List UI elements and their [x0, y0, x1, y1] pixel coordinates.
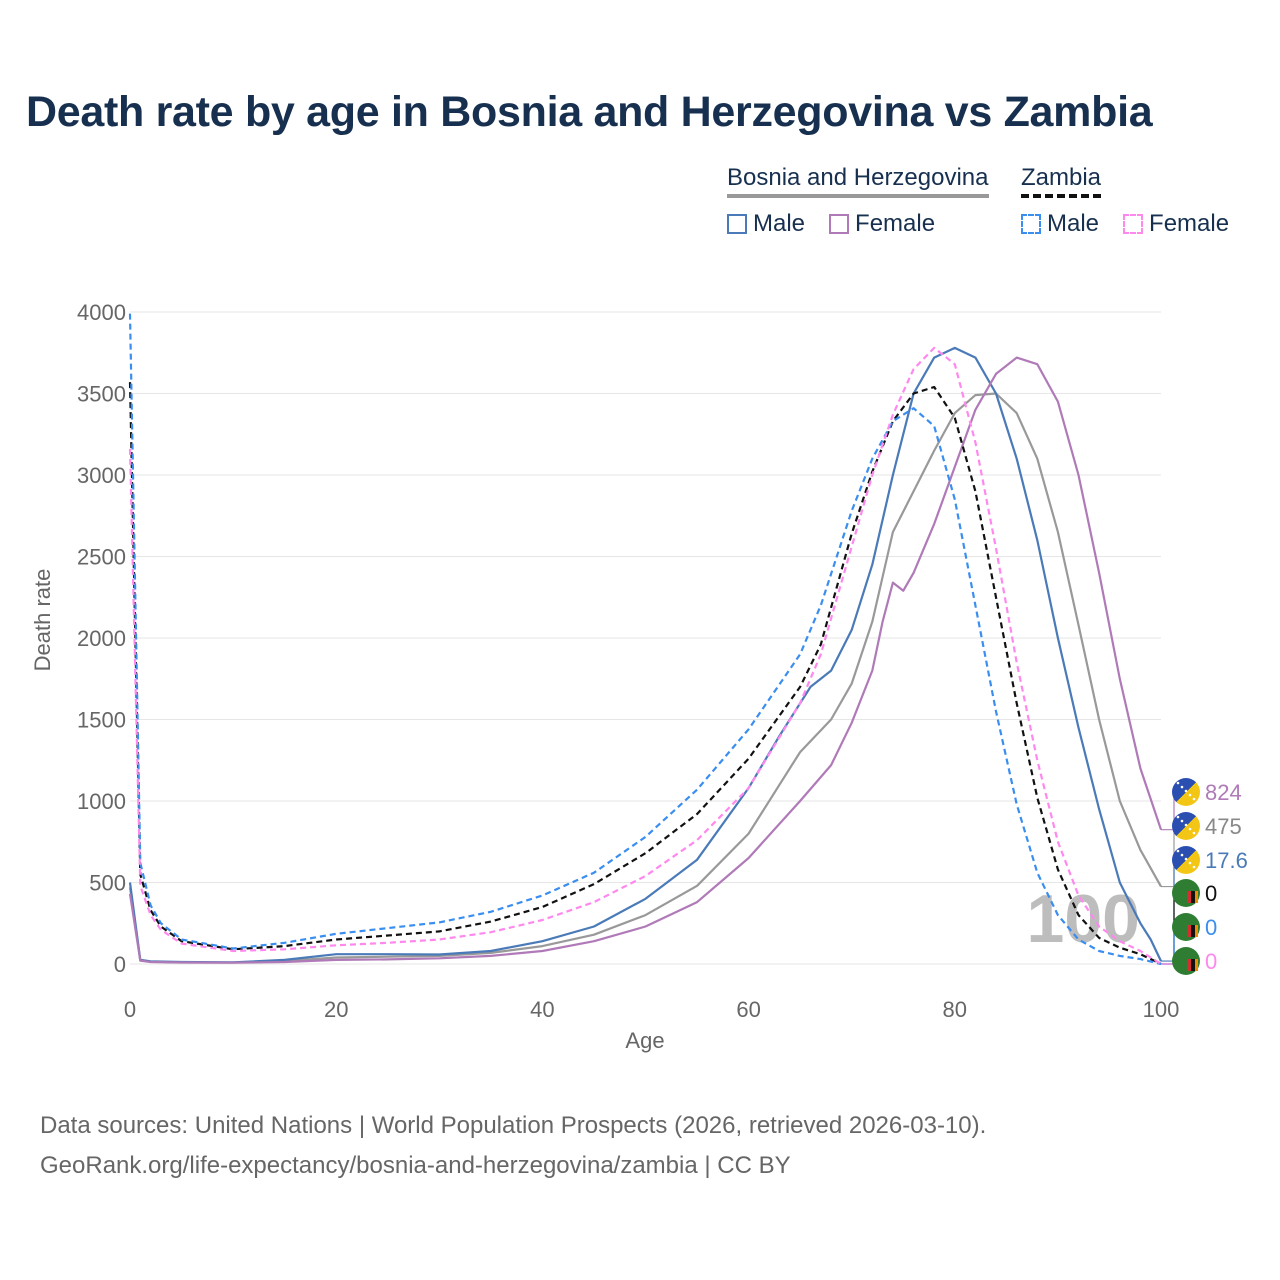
y-tick-label-500: 500	[89, 871, 126, 896]
flag-star-icon	[1176, 781, 1180, 785]
year-watermark: 100	[1027, 881, 1140, 957]
end-label-4: 0	[1205, 915, 1217, 940]
flag-stripe-icon	[1191, 959, 1195, 971]
end-connector-1	[1161, 860, 1175, 962]
series-line-4	[128, 313, 1162, 966]
axes: 0 500 1000 1500 2000 2500 3000 3500 4000 0 20 40 60 8…	[77, 300, 1179, 1022]
legend-item-zambia-male[interactable]: Male	[1021, 210, 1099, 238]
flag-stripe-icon	[1191, 891, 1195, 903]
flag-star-icon	[1188, 861, 1192, 865]
flag-star-icon	[1192, 797, 1196, 801]
legend-item-bosnia-male[interactable]: Male	[727, 210, 805, 238]
x-tick-label-60: 60	[736, 997, 760, 1022]
legend-item-zambia-female[interactable]: Female	[1123, 210, 1229, 238]
end-label-0: 475	[1205, 814, 1242, 839]
x-tick-label-20: 20	[324, 997, 348, 1022]
flag-star-icon	[1180, 853, 1184, 857]
end-connector-2	[1161, 792, 1175, 831]
footer: Data sources: United Nations | World Pop…	[40, 1106, 986, 1186]
end-labels: 824 475 17.6 0 0 0	[1161, 778, 1248, 975]
flag-star-icon	[1176, 815, 1180, 819]
legend-group-bosnia: Bosnia and Herzegovina Male Female	[727, 164, 989, 238]
end-label-5: 0	[1205, 949, 1217, 974]
legend-label-zambia-female: Female	[1149, 210, 1230, 237]
footer-source: Data sources: United Nations | World Pop…	[40, 1112, 987, 1139]
flag-star-icon	[1180, 819, 1184, 823]
legend-item-bosnia-female[interactable]: Female	[829, 210, 935, 238]
legend-label-bosnia-female: Female	[855, 210, 936, 237]
flag-star-icon	[1184, 789, 1188, 793]
flag-star-icon	[1188, 793, 1192, 797]
flag-stripe-icon	[1187, 959, 1191, 971]
series-line-1	[128, 346, 1162, 964]
end-connector-0	[1161, 826, 1175, 888]
flag-stripe-icon	[1187, 891, 1191, 903]
end-label-1: 17.6	[1205, 848, 1248, 873]
legend-swatch-bosnia-male	[727, 214, 747, 234]
end-connector-3	[1161, 893, 1175, 965]
y-tick-label-2500: 2500	[77, 545, 126, 570]
legend-group-zambia: Zambia Male Female	[1021, 164, 1229, 238]
y-tick-label-0: 0	[114, 952, 126, 977]
y-tick-label-2000: 2000	[77, 626, 126, 651]
end-label-3: 0	[1205, 881, 1217, 906]
grid	[130, 311, 1161, 965]
y-tick-label-1500: 1500	[77, 708, 126, 733]
flag-star-icon	[1176, 849, 1180, 853]
series-line-2	[128, 356, 1163, 964]
chart-title: Death rate by age in Bosnia and Herzegov…	[26, 88, 1153, 136]
legend-swatch-zambia-female	[1123, 214, 1144, 234]
flag-stripe-icon	[1195, 959, 1198, 971]
series-line-3	[128, 382, 1162, 965]
legend-label-zambia-male: Male	[1047, 210, 1100, 237]
flag-stripe-icon	[1191, 925, 1195, 937]
x-tick-label-40: 40	[530, 997, 554, 1022]
end-connector-4	[1161, 927, 1175, 965]
y-axis-title: Death rate	[30, 569, 55, 672]
y-tick-label-4000: 4000	[77, 300, 126, 325]
legend-swatch-zambia-male	[1021, 214, 1041, 234]
legend-title-bosnia: Bosnia and Herzegovina	[727, 164, 989, 198]
x-tick-label-0: 0	[124, 997, 136, 1022]
x-tick-label-100: 100	[1143, 997, 1180, 1022]
flag-star-icon	[1192, 865, 1196, 869]
x-axis-title: Age	[625, 1028, 664, 1053]
y-tick-label-3500: 3500	[77, 382, 126, 407]
flag-star-icon	[1188, 827, 1192, 831]
end-label-2: 824	[1205, 780, 1242, 805]
series-line-0	[128, 392, 1162, 964]
y-tick-label-1000: 1000	[77, 789, 126, 814]
flag-star-icon	[1192, 831, 1196, 835]
flag-star-icon	[1184, 823, 1188, 827]
y-tick-label-3000: 3000	[77, 463, 126, 488]
flag-stripe-icon	[1195, 925, 1198, 937]
flag-stripe-icon	[1195, 891, 1198, 903]
flag-stripe-icon	[1187, 925, 1191, 937]
flag-star-icon	[1180, 785, 1184, 789]
footer-link[interactable]: GeoRank.org/life-expectancy/bosnia-and-h…	[40, 1152, 791, 1179]
legend-title-zambia: Zambia	[1021, 164, 1102, 198]
x-tick-label-80: 80	[943, 997, 967, 1022]
legend-swatch-bosnia-female	[829, 214, 850, 234]
flag-star-icon	[1184, 857, 1188, 861]
series	[128, 313, 1163, 966]
legend-label-bosnia-male: Male	[753, 210, 806, 237]
